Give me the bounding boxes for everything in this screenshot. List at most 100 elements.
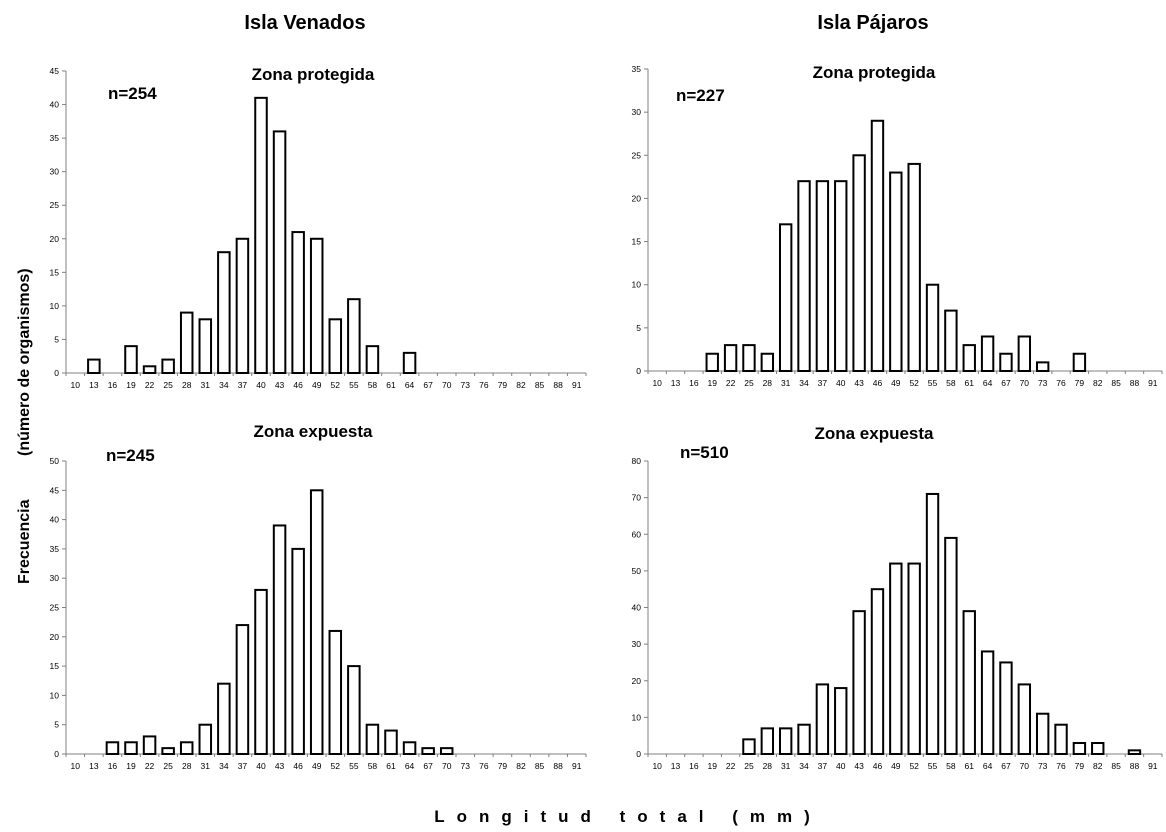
- x-tick-label: 85: [1111, 761, 1121, 771]
- x-tick-label: 25: [163, 380, 173, 390]
- bar-64: [980, 650, 995, 756]
- y-tick-label: 15: [632, 237, 642, 247]
- bar-28: [760, 727, 775, 755]
- x-axis-label: Longitud total (mm): [434, 807, 822, 826]
- x-tick-label: 37: [238, 761, 248, 771]
- column-title-isla-venados: Isla Venados: [244, 12, 365, 34]
- y-tick-label: 35: [632, 64, 642, 74]
- bar-46: [291, 231, 305, 374]
- x-tick-label: 67: [1001, 761, 1011, 771]
- x-tick-label: 34: [799, 761, 809, 771]
- x-tick-label: 85: [535, 380, 545, 390]
- panel-title: Zona protegida: [813, 63, 936, 82]
- chart-isla-venados-zona-expuesta: 0 5 10 15 20 25 30 35 40 45 50 10 13 16 19 22 25 28 31 34 37…: [50, 422, 587, 771]
- bar-52: [907, 562, 921, 755]
- x-tick-label: 58: [946, 761, 956, 771]
- x-tick-label: 49: [891, 761, 901, 771]
- bar-31: [198, 723, 213, 756]
- bar-40: [834, 687, 848, 756]
- x-tick-label: 31: [201, 380, 211, 390]
- x-tick-label: 85: [535, 761, 545, 771]
- bar-70: [439, 747, 454, 756]
- panel-title: Zona protegida: [252, 65, 375, 84]
- x-tick-label: 40: [256, 761, 266, 771]
- bar-55: [925, 283, 940, 373]
- bar-25: [742, 738, 756, 755]
- bar-58: [365, 723, 380, 756]
- bar-61: [384, 729, 398, 755]
- bar-31: [778, 727, 793, 755]
- bar-34: [797, 723, 811, 756]
- x-tick-label: 19: [126, 380, 136, 390]
- bar-19: [124, 741, 138, 756]
- x-tick-label: 55: [928, 761, 938, 771]
- x-tick-label: 16: [108, 380, 118, 390]
- x-tick-label: 91: [572, 761, 582, 771]
- chart-isla-pajaros-zona-protegida: 0 5 10 15 20 25 30 35 10 13 16 19 22 25 28 31 34 37 40 43 46…: [632, 63, 1163, 388]
- x-tick-label: 49: [312, 380, 322, 390]
- x-tick-label: 76: [1056, 761, 1066, 771]
- bar-22: [723, 344, 738, 373]
- x-tick-label: 40: [836, 378, 846, 388]
- x-tick-label: 88: [553, 761, 563, 771]
- x-tick-label: 76: [479, 761, 489, 771]
- bar-82: [1091, 742, 1105, 756]
- x-tick-label: 64: [405, 380, 415, 390]
- x-tick-label: 85: [1111, 378, 1121, 388]
- x-tick-label: 28: [763, 761, 773, 771]
- sample-size-label: n=254: [108, 84, 157, 103]
- x-tick-label: 43: [854, 378, 864, 388]
- y-tick-label: 50: [50, 456, 60, 466]
- bar-88: [1127, 749, 1142, 756]
- x-tick-label: 10: [652, 761, 662, 771]
- x-tick-label: 88: [1130, 378, 1140, 388]
- x-tick-label: 13: [671, 378, 681, 388]
- bar-22: [142, 735, 157, 755]
- bar-25: [161, 747, 175, 756]
- x-tick-label: 49: [891, 378, 901, 388]
- x-tick-label: 79: [498, 380, 508, 390]
- bar-64: [402, 351, 417, 375]
- x-tick-label: 25: [744, 761, 754, 771]
- y-tick-label: 25: [50, 200, 60, 210]
- bar-73: [1035, 361, 1050, 373]
- x-tick-label: 73: [461, 380, 471, 390]
- x-tick-label: 79: [1075, 378, 1085, 388]
- x-tick-label: 16: [689, 378, 699, 388]
- bar-55: [347, 665, 361, 755]
- x-tick-label: 43: [275, 761, 285, 771]
- x-tick-label: 46: [873, 378, 883, 388]
- y-tick-label: 15: [50, 267, 60, 277]
- bar-13: [87, 358, 101, 375]
- bar-25: [742, 344, 756, 373]
- x-tick-label: 46: [873, 761, 883, 771]
- bar-43: [852, 610, 866, 755]
- x-tick-label: 58: [368, 380, 378, 390]
- y-tick-label: 50: [632, 566, 642, 576]
- bar-28: [760, 352, 775, 373]
- x-tick-label: 31: [781, 378, 791, 388]
- y-tick-label: 30: [50, 167, 60, 177]
- y-tick-label: 80: [632, 456, 642, 466]
- x-tick-label: 70: [1020, 378, 1030, 388]
- x-tick-label: 55: [928, 378, 938, 388]
- x-tick-label: 70: [442, 761, 452, 771]
- y-tick-label: 25: [632, 150, 642, 160]
- x-tick-label: 16: [689, 761, 699, 771]
- x-tick-label: 76: [1056, 378, 1066, 388]
- x-tick-label: 22: [726, 378, 736, 388]
- x-tick-label: 13: [671, 761, 681, 771]
- bar-70: [1017, 335, 1032, 373]
- y-tick-label: 5: [54, 334, 59, 344]
- x-tick-label: 52: [331, 761, 341, 771]
- column-title-isla-pajaros: Isla Pájaros: [817, 12, 928, 34]
- y-tick-label: 35: [50, 133, 60, 143]
- y-tick-label: 20: [50, 234, 60, 244]
- x-tick-label: 34: [799, 378, 809, 388]
- bar-37: [815, 180, 830, 372]
- y-tick-label: 40: [632, 603, 642, 613]
- x-tick-label: 58: [368, 761, 378, 771]
- x-tick-label: 31: [201, 761, 211, 771]
- x-tick-label: 46: [293, 761, 303, 771]
